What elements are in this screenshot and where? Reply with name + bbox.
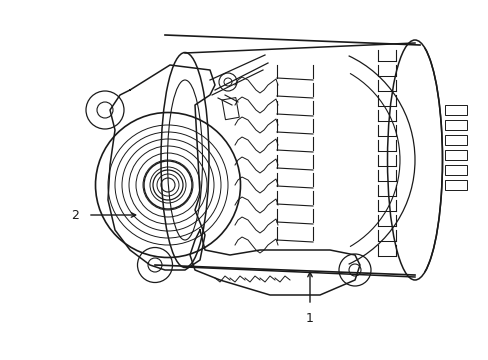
Bar — [222, 98, 239, 120]
Bar — [444, 105, 466, 115]
Bar — [444, 180, 466, 190]
Text: 2: 2 — [71, 208, 79, 221]
Bar — [444, 150, 466, 160]
Text: 1: 1 — [305, 311, 313, 324]
Bar — [444, 165, 466, 175]
Bar — [444, 120, 466, 130]
Bar — [444, 135, 466, 145]
